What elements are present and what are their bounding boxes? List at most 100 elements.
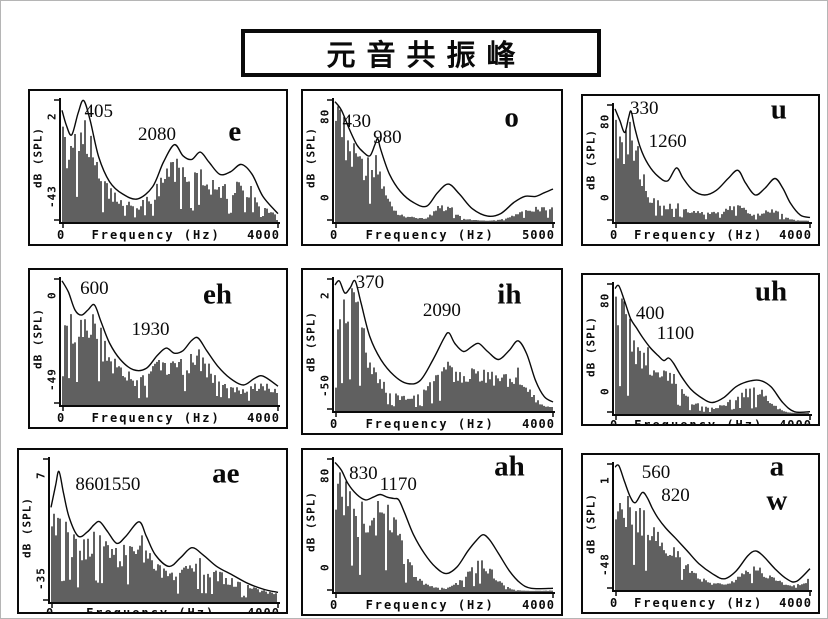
plot-axes — [612, 103, 812, 224]
formant-label: 820 — [661, 484, 690, 506]
x-axis-max-label: 4000 — [247, 410, 280, 425]
axis-ticks — [607, 283, 811, 420]
vowel-label: ih — [497, 278, 522, 311]
harmonic-spectrum — [51, 513, 277, 602]
vowel-label: a w — [766, 453, 788, 517]
envelope-curve — [50, 470, 279, 594]
title-box: 元音共振峰 — [241, 29, 601, 77]
panel-ah: dB (SPL) 80 0 ah 0 Frequency (Hz) 4000 8… — [301, 448, 563, 616]
harmonic-spectrum — [335, 288, 553, 411]
formant-label: 1550 — [102, 474, 141, 496]
x-axis-title: Frequency (Hz) — [634, 417, 764, 426]
formant-label: 405 — [84, 101, 113, 122]
spectrum-plot — [327, 98, 555, 228]
spectrum-plot — [43, 457, 280, 608]
axis-ticks — [327, 458, 554, 598]
x-axis-title: Frequency (Hz) — [634, 595, 764, 610]
formant-label: 1930 — [131, 319, 170, 341]
x-axis-row: 0 Frequency (Hz) 4000 — [330, 416, 555, 431]
harmonic-spectrum — [615, 119, 809, 222]
envelope-curve — [334, 101, 554, 218]
plot-axes — [612, 282, 812, 416]
envelope-curve — [334, 461, 554, 590]
harmonic-spectrum — [615, 496, 809, 590]
x-axis-row: 0 Frequency (Hz) 4000 — [57, 227, 280, 242]
harmonic-spectrum — [62, 120, 278, 222]
formant-label: 600 — [80, 277, 109, 299]
x-axis-max-label: 4000 — [779, 595, 812, 610]
y-axis-label: dB (SPL) — [584, 129, 598, 191]
x-axis-min-label: 0 — [330, 416, 339, 431]
vowel-label: o — [504, 101, 519, 134]
axis-ticks — [43, 458, 279, 608]
x-axis-max-label: 4000 — [247, 227, 280, 242]
axis-ticks — [327, 99, 554, 228]
x-axis-max-label: 5000 — [522, 227, 555, 242]
formant-label: 430 — [342, 111, 372, 132]
x-axis-title: Frequency (Hz) — [365, 227, 495, 242]
envelope-curve — [334, 279, 554, 403]
y-axis-label: dB (SPL) — [304, 311, 318, 372]
panel-ae: dB (SPL) 7 -35 ae 0 Frequency (Hz) 4000 … — [17, 448, 288, 614]
x-axis-title: Frequency (Hz) — [91, 410, 221, 425]
axis-ticks — [54, 278, 279, 411]
harmonic-spectrum — [335, 106, 553, 222]
y-axis-label: dB (SPL) — [584, 493, 598, 554]
x-axis-title: Frequency (Hz) — [634, 227, 764, 242]
axis-ticks — [607, 463, 811, 596]
x-axis-max-label: 4000 — [522, 597, 555, 612]
plot-axes — [612, 462, 812, 592]
x-axis-max-label: 4000 — [522, 416, 555, 431]
x-axis-title: Frequency (Hz) — [365, 597, 495, 612]
envelope-curve — [614, 284, 811, 414]
y-axis-label: dB (SPL) — [31, 308, 45, 369]
plot-axes — [332, 98, 555, 224]
formant-label: 2080 — [138, 123, 177, 145]
spectrum-plot — [607, 282, 812, 420]
formant-label: 560 — [641, 461, 671, 483]
vowel-label: ae — [212, 456, 240, 489]
formant-label: 400 — [635, 303, 665, 325]
y-axis-label: dB (SPL) — [304, 491, 318, 553]
spectrum-plot — [327, 277, 555, 417]
x-axis-max-label: 4000 — [779, 417, 812, 426]
vowel-label: u — [770, 94, 787, 126]
spectrum-plot — [327, 457, 555, 598]
x-axis-min-label: 0 — [46, 605, 55, 614]
plot-axes — [332, 277, 555, 413]
x-axis-max-label: 4000 — [779, 227, 812, 242]
envelope-curve — [614, 464, 811, 583]
panel-e: dB (SPL) 2 -43 e 0 Frequency (Hz) 4000 4… — [28, 89, 288, 246]
page-title: 元音共振峰 — [326, 40, 527, 72]
x-axis-title: Frequency (Hz) — [86, 605, 216, 614]
x-axis-min-label: 0 — [57, 227, 66, 242]
envelope-curve — [61, 280, 279, 387]
plot-axes — [59, 98, 280, 224]
x-axis-max-label: 4000 — [247, 605, 280, 614]
panel-uh: dB (SPL) 80 0 uh 0 Frequency (Hz) 4000 4… — [581, 273, 820, 426]
x-axis-min-label: 0 — [610, 595, 619, 610]
x-axis-row: 0 Frequency (Hz) 4000 — [330, 597, 555, 612]
plot-axes — [48, 457, 280, 604]
y-axis-label: dB (SPL) — [31, 127, 45, 188]
formant-label: 330 — [630, 98, 659, 120]
formant-label: 1170 — [379, 473, 417, 495]
x-axis-row: 0 Frequency (Hz) 4000 — [610, 227, 812, 242]
x-axis-min-label: 0 — [57, 410, 66, 425]
y-axis-label: dB (SPL) — [20, 497, 34, 559]
spectrum-plot — [54, 277, 280, 411]
vowel-label: e — [228, 115, 242, 148]
panel-ih: dB (SPL) 2 -50 ih 0 Frequency (Hz) 4000 … — [301, 268, 563, 435]
formant-label: 1260 — [648, 130, 687, 152]
x-axis-title: Frequency (Hz) — [365, 416, 495, 431]
formant-label: 1100 — [656, 323, 695, 345]
panel-eh: dB (SPL) 0 -49 eh 0 Frequency (Hz) 4000 … — [28, 268, 288, 429]
formant-label: 980 — [373, 127, 402, 149]
spectrum-plot — [607, 103, 812, 228]
x-axis-min-label: 0 — [610, 227, 619, 242]
axis-ticks — [327, 278, 554, 417]
x-axis-title: Frequency (Hz) — [91, 227, 221, 242]
formant-label: 830 — [349, 462, 378, 484]
formant-label: 860 — [75, 474, 104, 496]
y-axis-label: dB (SPL) — [304, 127, 318, 188]
